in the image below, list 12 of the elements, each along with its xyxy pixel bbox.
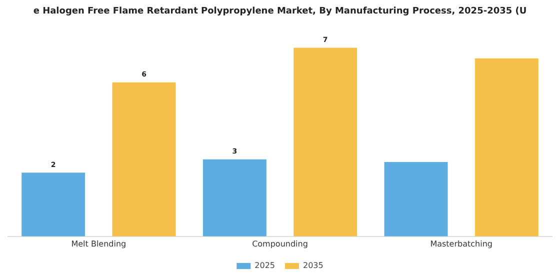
bar — [384, 162, 448, 236]
bar — [202, 159, 266, 236]
x-tick-label: Melt Blending — [71, 239, 126, 248]
legend-label: 2025 — [254, 261, 275, 270]
bar — [474, 58, 538, 236]
bar — [22, 172, 86, 236]
chart-title: e Halogen Free Flame Retardant Polypropylene Market, By Manufacturing Process, 2025-2035 (U — [33, 6, 527, 17]
legend-label: 2035 — [303, 261, 324, 270]
bar — [294, 48, 358, 236]
x-tick-label: Masterbatching — [430, 239, 492, 248]
x-tick-label: Compounding — [252, 239, 308, 248]
bar — [112, 82, 176, 236]
